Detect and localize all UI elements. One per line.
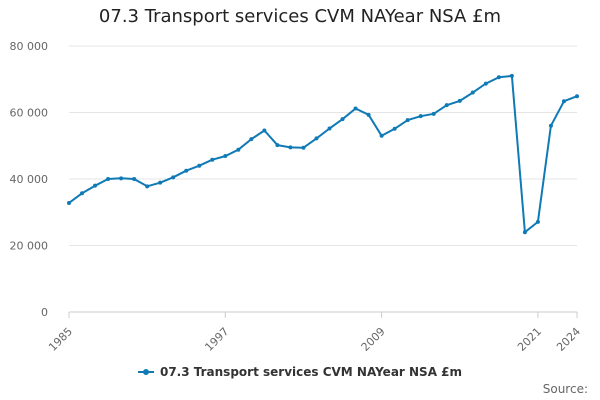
- data-point[interactable]: [327, 126, 332, 131]
- series-line: [68, 74, 578, 234]
- data-point[interactable]: [158, 180, 163, 185]
- data-point[interactable]: [93, 183, 98, 188]
- x-tick-label: 1985: [46, 325, 75, 354]
- data-point[interactable]: [457, 98, 462, 103]
- data-point[interactable]: [418, 114, 423, 119]
- data-point[interactable]: [470, 90, 475, 95]
- data-point[interactable]: [405, 118, 410, 123]
- legend-label: 07.3 Transport services CVM NAYear NSA £…: [159, 365, 463, 379]
- data-point[interactable]: [132, 177, 137, 181]
- data-point[interactable]: [340, 117, 345, 122]
- data-point[interactable]: [236, 147, 241, 152]
- legend-swatch: [137, 367, 154, 377]
- axis-layer: 0 20 000 40 000 60 000 80 000 1985 1997 2009 202…: [10, 40, 584, 354]
- x-tick-label: 2009: [359, 325, 388, 354]
- data-point[interactable]: [522, 230, 527, 235]
- data-point[interactable]: [379, 133, 384, 138]
- data-point[interactable]: [353, 106, 358, 111]
- data-point[interactable]: [535, 219, 540, 224]
- data-point[interactable]: [275, 143, 280, 148]
- data-point[interactable]: [171, 175, 176, 180]
- series-layer: [67, 73, 579, 235]
- data-point[interactable]: [80, 191, 85, 196]
- data-point[interactable]: [431, 111, 436, 116]
- data-point[interactable]: [314, 136, 319, 141]
- data-point[interactable]: [509, 73, 514, 78]
- x-tick-label: 2021: [515, 325, 544, 354]
- data-point[interactable]: [366, 112, 371, 117]
- data-point[interactable]: [223, 154, 228, 159]
- data-point[interactable]: [119, 176, 124, 181]
- data-point[interactable]: [106, 177, 111, 181]
- data-point[interactable]: [288, 145, 293, 150]
- x-tick-label: 1997: [202, 325, 231, 354]
- y-tick-label: 0: [41, 306, 48, 319]
- data-point[interactable]: [483, 81, 488, 86]
- data-point[interactable]: [184, 168, 189, 173]
- data-point[interactable]: [262, 128, 267, 133]
- legend[interactable]: 07.3 Transport services CVM NAYear NSA £…: [0, 365, 600, 379]
- data-point[interactable]: [575, 94, 579, 99]
- source-label: Source:: [542, 382, 588, 396]
- data-point[interactable]: [548, 123, 553, 128]
- y-tick-label: 60 000: [10, 107, 49, 120]
- y-tick-label: 20 000: [10, 240, 49, 253]
- chart-title: 07.3 Transport services CVM NAYear NSA £…: [98, 6, 502, 27]
- y-tick-label: 80 000: [10, 40, 49, 53]
- grid-layer: [69, 45, 577, 246]
- data-point[interactable]: [249, 137, 254, 142]
- data-point[interactable]: [197, 163, 202, 168]
- data-point[interactable]: [67, 200, 71, 205]
- data-point[interactable]: [392, 126, 397, 131]
- data-point[interactable]: [496, 75, 501, 80]
- data-point[interactable]: [444, 103, 449, 108]
- data-point[interactable]: [561, 99, 566, 104]
- data-point[interactable]: [145, 184, 150, 189]
- data-point[interactable]: [210, 157, 215, 162]
- data-point[interactable]: [301, 145, 306, 150]
- y-tick-label: 40 000: [10, 173, 49, 186]
- x-tick-label: 2024: [554, 325, 583, 354]
